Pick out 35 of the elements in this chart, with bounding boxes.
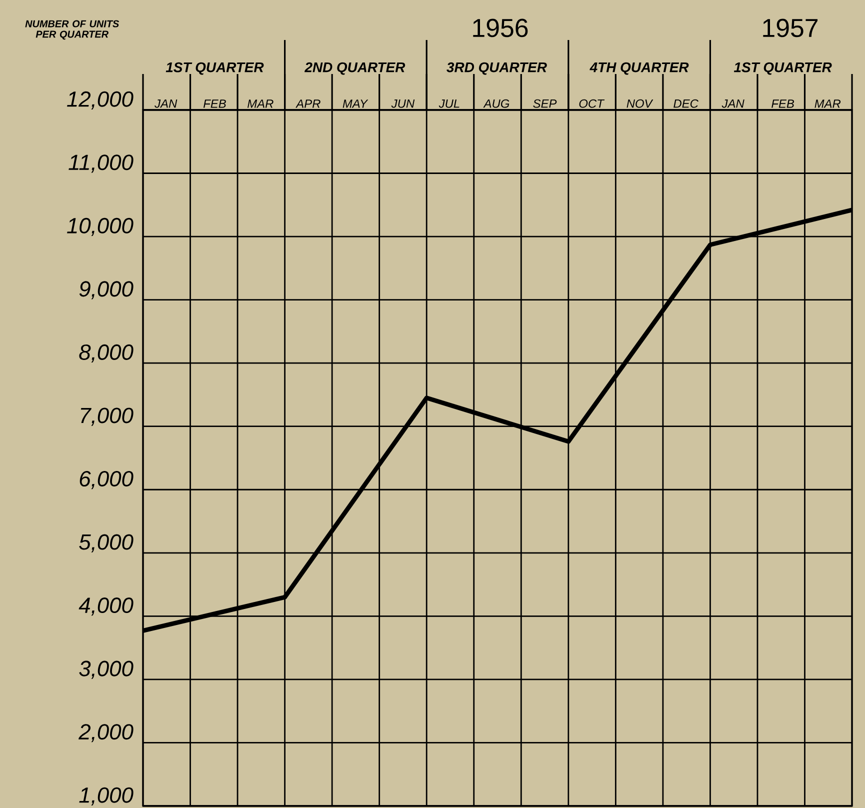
y-tick-label: 11,000 xyxy=(68,154,134,173)
y-tick-label: 1,000 xyxy=(79,787,134,806)
y-tick-label: 6,000 xyxy=(80,470,134,490)
x-tick-label: DEC xyxy=(674,99,699,108)
x-tick-label: APR xyxy=(296,100,320,108)
x-tick-label: OCT xyxy=(579,99,605,108)
y-tick-label: 2,000 xyxy=(78,724,134,742)
x-tick-label: MAY xyxy=(342,100,368,108)
x2-tick-label: 1ST QUARTER xyxy=(166,62,264,75)
y-axis-title: NUMBER OF UNITS PER QUARTER xyxy=(25,20,120,40)
y-tick-label: 10,000 xyxy=(67,218,134,236)
x-tick-label: FEB xyxy=(772,100,794,108)
y-tick-label: 3,000 xyxy=(79,660,134,679)
y-tick-label: 4,000 xyxy=(78,598,134,616)
x-tick-label: JAN xyxy=(154,99,178,108)
x2-tick-label: 1ST QUARTER xyxy=(734,62,832,75)
x-tick-label: SEP xyxy=(533,99,557,108)
x-tick-label: MAR xyxy=(248,100,274,108)
y-tick-label: 12,000 xyxy=(67,91,134,110)
x-tick-label: JAN xyxy=(722,99,744,108)
x2-tick-label: 2ND QUARTER xyxy=(304,62,406,75)
text: 1957 xyxy=(763,18,818,38)
y-tick-label: 7,000 xyxy=(80,408,134,426)
x-tick-label: MAR xyxy=(814,100,841,108)
x-tick-label: JUL xyxy=(438,99,460,108)
text: 1956 xyxy=(473,18,528,38)
y-tick-label: 5,000 xyxy=(79,534,134,552)
x-tick-label: JUN xyxy=(391,99,415,108)
x-tick-label: AUG xyxy=(483,99,510,108)
x2-tick-label: 3RD QUARTER xyxy=(446,62,547,75)
x2-tick-label: 4TH QUARTER xyxy=(590,62,689,75)
x-tick-label: NOV xyxy=(626,99,654,108)
y-tick-label: 8,000 xyxy=(79,344,134,363)
x-tick-label: FEB xyxy=(203,100,226,108)
y-tick-label: 9,000 xyxy=(79,281,134,300)
